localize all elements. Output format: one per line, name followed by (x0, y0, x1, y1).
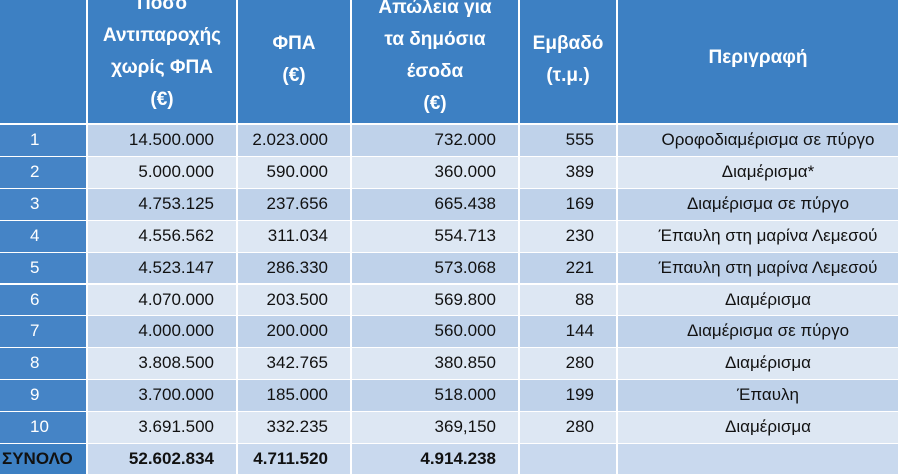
header-cell (0, 0, 88, 125)
description: Έπαυλη στη μαρίνα Λεμεσού (618, 252, 900, 286)
header-cell: ΦΠΑ (€) (238, 0, 352, 125)
description: Οροφοδιαμέρισμα σε πύργο (618, 125, 900, 158)
value-cell: 569.800 (352, 284, 520, 318)
row-number: 1 (0, 125, 88, 158)
value-cell: 3.691.500 (88, 412, 238, 445)
row-number: 5 (0, 252, 88, 286)
value-cell: 3.700.000 (88, 380, 238, 414)
total-empty (520, 444, 618, 476)
value-cell: 590.000 (238, 156, 352, 190)
value-cell: 286.330 (238, 252, 352, 286)
header-text: Απώλεια για τα δημόσια έσοδα (€) (352, 0, 518, 120)
header-text: Ποσό Αντιπαροχής χωρίς ΦΠΑ (€) (88, 0, 236, 116)
row-number: 9 (0, 380, 88, 414)
value-cell: 573.068 (352, 252, 520, 286)
header-text: ΦΠΑ (€) (238, 28, 350, 92)
header-line: (€) (423, 93, 447, 114)
value-cell: 4.556.562 (88, 220, 238, 254)
description: Διαμέρισμα σε πύργο (618, 188, 900, 222)
value-cell: 380.850 (352, 348, 520, 382)
total-empty (618, 444, 900, 476)
description: Διαμέρισμα (618, 284, 900, 318)
value-cell: 221 (520, 252, 618, 286)
value-cell: 554.713 (352, 220, 520, 254)
header-line: έσοδα (406, 61, 464, 82)
value-cell: 144 (520, 316, 618, 350)
row-number: 7 (0, 316, 88, 350)
value-cell: 4.070.000 (88, 284, 238, 318)
header-line: (€) (150, 89, 174, 110)
value-cell: 203.500 (238, 284, 352, 318)
row-number: 2 (0, 156, 88, 190)
header-text: Περιγραφή (618, 42, 898, 74)
header-cell: Εμβαδό (τ.μ.) (520, 0, 618, 125)
total-value: 4.711.520 (238, 444, 352, 476)
value-cell: 518.000 (352, 380, 520, 414)
description: Διαμέρισμα (618, 412, 900, 445)
value-cell: 237.656 (238, 188, 352, 222)
description: Διαμέρισμα (618, 348, 900, 382)
row-number: 3 (0, 188, 88, 222)
value-cell: 732.000 (352, 125, 520, 158)
header-cell: Ποσό Αντιπαροχής χωρίς ΦΠΑ (€) (88, 0, 238, 125)
header-text: Εμβαδό (τ.μ.) (520, 28, 616, 92)
value-cell: 4.000.000 (88, 316, 238, 350)
value-cell: 360.000 (352, 156, 520, 190)
header-line: Απώλεια για (378, 0, 492, 18)
value-cell: 14.500.000 (88, 125, 238, 158)
header-line: Ποσό (137, 0, 187, 14)
total-value: 52.602.834 (88, 444, 238, 476)
value-cell: 3.808.500 (88, 348, 238, 382)
value-cell: 560.000 (352, 316, 520, 350)
header-line: (€) (282, 65, 306, 86)
description: Έπαυλη στη μαρίνα Λεμεσού (618, 220, 900, 254)
header-line: τα δημόσια (384, 29, 486, 50)
header-line: (τ.μ.) (546, 65, 590, 86)
value-cell: 169 (520, 188, 618, 222)
description: Έπαυλη (618, 380, 900, 414)
value-cell: 280 (520, 348, 618, 382)
header-line: Περιγραφή (708, 47, 808, 68)
value-cell: 2.023.000 (238, 125, 352, 158)
header-cell: Απώλεια για τα δημόσια έσοδα (€) (352, 0, 520, 125)
value-cell: 4.523.147 (88, 252, 238, 286)
header-line: Αντιπαροχής (102, 25, 222, 46)
value-cell: 199 (520, 380, 618, 414)
header-cell: Περιγραφή (618, 0, 900, 125)
value-cell: 389 (520, 156, 618, 190)
value-cell: 185.000 (238, 380, 352, 414)
header-line: Εμβαδό (532, 33, 604, 54)
row-number: 6 (0, 284, 88, 318)
total-label: ΣΥΝΟΛΟ (0, 444, 88, 476)
value-cell: 342.765 (238, 348, 352, 382)
header-line: χωρίς ΦΠΑ (111, 57, 213, 78)
value-cell: 311.034 (238, 220, 352, 254)
value-cell: 230 (520, 220, 618, 254)
value-cell: 88 (520, 284, 618, 318)
row-number: 10 (0, 412, 88, 445)
row-number: 8 (0, 348, 88, 382)
value-cell: 555 (520, 125, 618, 158)
value-cell: 4.753.125 (88, 188, 238, 222)
header-line: ΦΠΑ (272, 33, 316, 54)
value-cell: 280 (520, 412, 618, 445)
value-cell: 5.000.000 (88, 156, 238, 190)
total-value: 4.914.238 (352, 444, 520, 476)
value-cell: 200.000 (238, 316, 352, 350)
description: Διαμέρισμα* (618, 156, 900, 190)
description: Διαμέρισμα σε πύργο (618, 316, 900, 350)
row-number: 4 (0, 220, 88, 254)
value-cell: 332.235 (238, 412, 352, 445)
value-cell: 369,150 (352, 412, 520, 445)
value-cell: 665.438 (352, 188, 520, 222)
